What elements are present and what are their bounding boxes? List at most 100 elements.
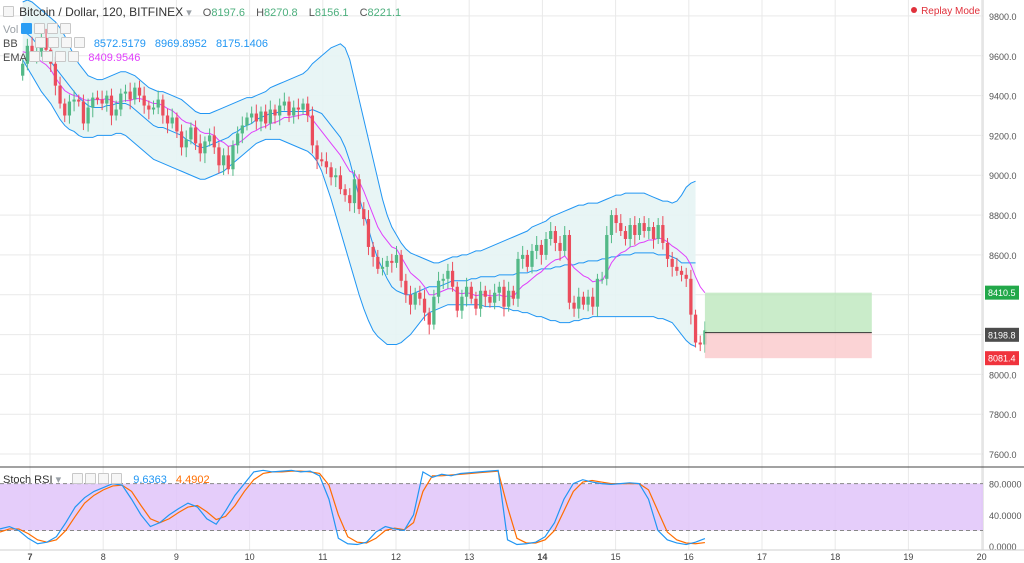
candle-body: [287, 101, 291, 116]
candle-body: [30, 45, 34, 54]
bollinger-lower-line: [22, 59, 696, 347]
ohlc-open-value: 8197.6: [211, 7, 245, 19]
candle-body: [128, 91, 132, 100]
candle-body: [525, 254, 529, 267]
candle-body: [25, 45, 29, 64]
eye-icon[interactable]: [21, 23, 33, 34]
add-icon[interactable]: [60, 37, 72, 48]
candle-body: [651, 227, 656, 239]
candle-body: [577, 296, 581, 309]
replay-mode-label: Replay Mode: [921, 6, 980, 17]
candle-body: [684, 274, 688, 279]
close-icon[interactable]: [73, 37, 85, 48]
candle-body: [404, 280, 408, 295]
settings-icon[interactable]: [42, 51, 54, 62]
candle-body: [549, 231, 553, 239]
candle-body: [81, 101, 86, 124]
candle-body: [21, 63, 25, 76]
stoch-legend: Stoch RSI ▾ 9.6363 4.4902: [3, 473, 210, 487]
price-marker-label: 8410.5: [988, 288, 1016, 298]
close-icon[interactable]: [60, 23, 72, 34]
settings-icon[interactable]: [47, 37, 59, 48]
y-tick-label: 9800.0: [989, 12, 1017, 22]
eye-icon[interactable]: [34, 37, 46, 48]
x-tick-label: 14: [537, 552, 547, 562]
candle-body: [273, 109, 277, 116]
candle-body: [371, 246, 375, 257]
candle-body: [450, 270, 455, 287]
ohlc-low-value: 8156.1: [314, 7, 349, 19]
settings-icon[interactable]: [34, 23, 46, 34]
candle-body: [693, 314, 698, 343]
candle-body: [460, 296, 464, 311]
candle-body: [488, 296, 492, 303]
candle-body: [399, 254, 403, 281]
candle-body: [240, 125, 244, 134]
x-tick-label: 17: [757, 552, 767, 562]
add-icon[interactable]: [55, 51, 67, 62]
candle-body: [91, 97, 95, 108]
candle-body: [254, 113, 258, 122]
candle-body: [315, 145, 319, 160]
candle-body: [530, 250, 534, 267]
close-icon[interactable]: [68, 51, 80, 62]
stoch-tick-label: 0.0000: [989, 542, 1017, 552]
stop-loss-zone: [704, 332, 872, 359]
candle-body: [142, 95, 146, 106]
candle-body: [72, 99, 76, 102]
dropdown-caret-icon[interactable]: ▾: [186, 7, 192, 19]
close-icon[interactable]: [111, 473, 123, 484]
candle-body: [497, 286, 501, 293]
replay-mode-indicator[interactable]: Replay Mode: [911, 6, 980, 17]
candle-body: [380, 266, 385, 269]
y-tick-label: 7600.0: [989, 450, 1017, 460]
candle-body: [100, 99, 104, 104]
stoch-tick-label: 80.0000: [989, 480, 1022, 490]
candle-body: [212, 135, 216, 148]
candle-body: [478, 290, 483, 309]
y-tick-label: 9400.0: [989, 92, 1017, 102]
record-dot-icon: [911, 7, 918, 13]
bb-label: BB: [3, 38, 18, 50]
candle-body: [259, 111, 263, 122]
candle-body: [647, 227, 651, 232]
candle-body: [572, 302, 576, 309]
candle-body: [343, 189, 347, 196]
ema-value: 8409.9546: [88, 52, 141, 64]
candle-body: [661, 225, 665, 243]
settings-icon[interactable]: [85, 473, 97, 484]
y-tick-label: 8000.0: [989, 370, 1017, 380]
candle-body: [614, 215, 618, 224]
candle-body: [95, 97, 100, 100]
take-profit-zone: [704, 292, 872, 333]
x-tick-label: 13: [464, 552, 474, 562]
collapse-icon[interactable]: [3, 6, 14, 17]
candle-body: [165, 115, 170, 124]
y-tick-label: 7800.0: [989, 410, 1017, 420]
candle-body: [567, 234, 572, 303]
candle-body: [619, 223, 623, 232]
ohlc-low-label: L: [308, 7, 315, 19]
candle-body: [581, 296, 586, 305]
candle-body: [217, 147, 221, 166]
candle-body: [605, 234, 609, 279]
candle-body: [483, 290, 487, 297]
dropdown-caret-icon[interactable]: ▾: [55, 474, 62, 486]
eye-icon[interactable]: [29, 51, 41, 62]
candle-body: [679, 270, 684, 275]
candle-body: [184, 139, 188, 148]
candle-body: [334, 175, 338, 178]
eye-icon[interactable]: [72, 473, 84, 484]
add-icon[interactable]: [98, 473, 110, 484]
candle-body: [63, 103, 67, 116]
x-tick-label: 7: [27, 552, 32, 562]
candle-body: [544, 238, 548, 255]
vol-legend: Vol: [3, 23, 73, 37]
add-icon[interactable]: [47, 23, 59, 34]
candle-body: [250, 113, 254, 118]
stoch-k-value: 9.6363: [133, 474, 167, 486]
candle-body: [390, 260, 394, 263]
candle-body: [123, 91, 128, 94]
candle-body: [156, 99, 160, 108]
